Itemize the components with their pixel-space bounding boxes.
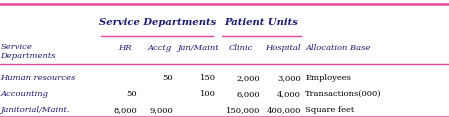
Text: 400,000: 400,000 [266,106,301,114]
Text: Jan/Maint: Jan/Maint [178,44,220,52]
Text: 150: 150 [199,74,216,82]
Text: Acctg: Acctg [147,44,172,52]
Text: 50: 50 [126,90,137,98]
Text: Clinic: Clinic [229,44,254,52]
Text: Transactions(000): Transactions(000) [305,90,382,98]
Text: 8,000: 8,000 [113,106,137,114]
Text: 6,000: 6,000 [237,90,260,98]
Text: Janitorial/Maint.: Janitorial/Maint. [0,106,70,114]
Text: Employees: Employees [305,74,351,82]
Text: Hospital: Hospital [265,44,301,52]
Text: Allocation Base: Allocation Base [305,44,371,52]
Text: Square feet: Square feet [305,106,355,114]
Text: Service Departments: Service Departments [98,18,216,27]
Text: Service
Departments: Service Departments [0,43,56,60]
Text: 4,000: 4,000 [277,90,301,98]
Text: Human resources: Human resources [0,74,76,82]
Text: 100: 100 [200,90,216,98]
Text: 2,000: 2,000 [237,74,260,82]
Text: 9,000: 9,000 [149,106,173,114]
Text: 50: 50 [162,74,173,82]
Text: Accounting: Accounting [0,90,48,98]
Text: Patient Units: Patient Units [224,18,299,27]
Text: HR: HR [118,44,132,52]
Text: 150,000: 150,000 [226,106,260,114]
Text: 3,000: 3,000 [277,74,301,82]
